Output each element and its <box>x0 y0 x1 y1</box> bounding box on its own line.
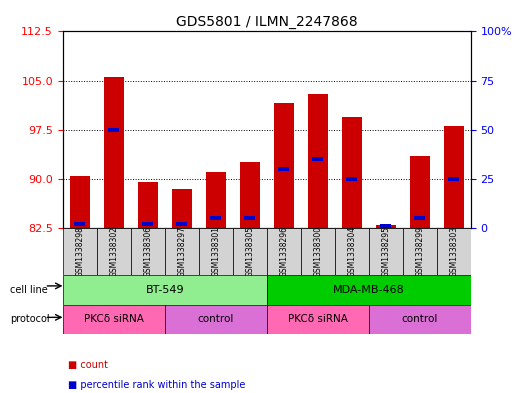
Bar <box>104 77 124 228</box>
Text: MDA-MB-468: MDA-MB-468 <box>333 285 405 295</box>
FancyBboxPatch shape <box>335 228 369 275</box>
Text: BT-549: BT-549 <box>145 285 184 295</box>
Bar <box>240 162 260 228</box>
Text: PKCδ siRNA: PKCδ siRNA <box>84 314 144 324</box>
Text: GSM1338299: GSM1338299 <box>415 226 424 277</box>
Text: GSM1338297: GSM1338297 <box>177 226 186 277</box>
FancyBboxPatch shape <box>437 228 471 275</box>
Bar <box>312 157 323 161</box>
FancyBboxPatch shape <box>63 228 97 275</box>
FancyBboxPatch shape <box>233 228 267 275</box>
Text: GSM1338305: GSM1338305 <box>245 226 254 277</box>
Text: GSM1338296: GSM1338296 <box>279 226 288 277</box>
Bar <box>244 216 255 220</box>
Bar <box>172 189 192 228</box>
FancyBboxPatch shape <box>131 228 165 275</box>
Bar <box>444 127 464 228</box>
Bar <box>380 224 391 228</box>
FancyBboxPatch shape <box>369 305 471 334</box>
Bar <box>448 177 459 181</box>
Bar <box>274 103 294 228</box>
Text: cell line: cell line <box>10 285 48 295</box>
FancyBboxPatch shape <box>165 305 267 334</box>
FancyBboxPatch shape <box>267 275 471 305</box>
Bar <box>70 176 90 228</box>
FancyBboxPatch shape <box>63 275 267 305</box>
Text: control: control <box>402 314 438 324</box>
Text: GSM1338302: GSM1338302 <box>109 226 118 277</box>
Bar <box>308 94 328 228</box>
FancyBboxPatch shape <box>97 228 131 275</box>
Text: GSM1338304: GSM1338304 <box>347 226 356 277</box>
Title: GDS5801 / ILMN_2247868: GDS5801 / ILMN_2247868 <box>176 15 358 29</box>
Bar <box>346 177 357 181</box>
Text: GSM1338301: GSM1338301 <box>211 226 220 277</box>
Text: control: control <box>198 314 234 324</box>
FancyBboxPatch shape <box>369 228 403 275</box>
Bar <box>108 128 119 132</box>
Text: GSM1338306: GSM1338306 <box>143 226 152 277</box>
Bar <box>138 182 158 228</box>
Bar <box>210 216 221 220</box>
FancyBboxPatch shape <box>199 228 233 275</box>
Text: GSM1338298: GSM1338298 <box>75 226 84 277</box>
FancyBboxPatch shape <box>63 305 165 334</box>
Bar <box>376 225 396 228</box>
Bar <box>142 222 153 226</box>
Bar <box>278 167 289 171</box>
Bar <box>206 172 226 228</box>
Text: ■ percentile rank within the sample: ■ percentile rank within the sample <box>68 380 245 390</box>
Bar <box>342 117 362 228</box>
FancyBboxPatch shape <box>267 228 301 275</box>
Text: GSM1338295: GSM1338295 <box>381 226 390 277</box>
Text: GSM1338300: GSM1338300 <box>313 226 322 277</box>
FancyBboxPatch shape <box>165 228 199 275</box>
FancyBboxPatch shape <box>267 305 369 334</box>
Text: ■ count: ■ count <box>68 360 108 371</box>
FancyBboxPatch shape <box>403 228 437 275</box>
Bar <box>414 216 425 220</box>
Bar <box>176 222 187 226</box>
Text: GSM1338303: GSM1338303 <box>449 226 458 277</box>
Bar <box>410 156 430 228</box>
Bar <box>74 222 85 226</box>
FancyBboxPatch shape <box>301 228 335 275</box>
Text: protocol: protocol <box>10 314 50 324</box>
Text: PKCδ siRNA: PKCδ siRNA <box>288 314 348 324</box>
